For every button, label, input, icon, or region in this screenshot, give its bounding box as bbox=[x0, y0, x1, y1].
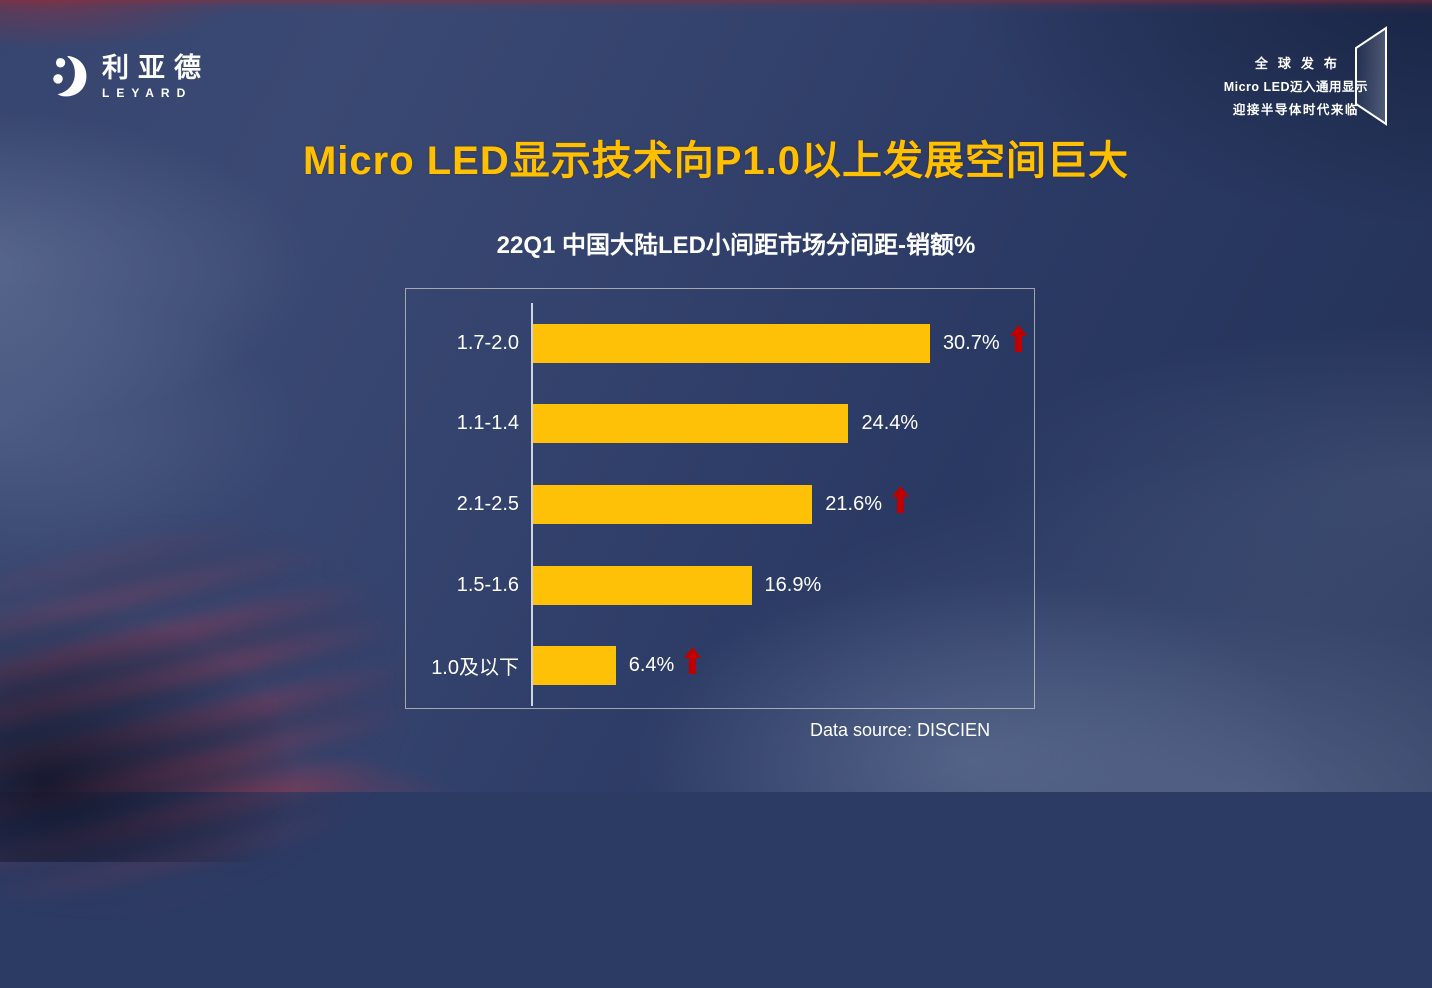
y-axis-line bbox=[531, 303, 533, 706]
leyard-swirl-icon bbox=[48, 54, 90, 105]
logo-name-en: LEYARD bbox=[102, 86, 193, 101]
value-label: 16.9% bbox=[764, 573, 822, 596]
page-title: Micro LED显示技术向P1.0以上发展空间巨大 bbox=[302, 139, 1130, 183]
up-arrow-icon bbox=[684, 647, 702, 675]
display-frame-icon bbox=[1350, 25, 1390, 138]
bar bbox=[533, 404, 849, 444]
corner-banner: 全球发布 Micro LED迈入通用显示 迎接半导体时代来临 bbox=[1224, 53, 1368, 118]
chart-panel: 1.7-2.0 30.7% 1.1-1.4 24.4% 2.1-2.5 21.6% 1.5-… bbox=[405, 288, 1035, 709]
category-label: 1.0及以下 bbox=[431, 657, 519, 680]
category-label: 2.1-2.5 bbox=[456, 492, 519, 515]
bar bbox=[533, 323, 930, 363]
bar-track: 6.4% bbox=[533, 625, 1034, 706]
bar-track: 24.4% bbox=[533, 384, 1034, 465]
bar-track: 30.7% bbox=[533, 303, 1034, 384]
bar-rows: 1.7-2.0 30.7% 1.1-1.4 24.4% 2.1-2.5 21.6% 1.5-… bbox=[406, 303, 1034, 706]
value-label: 30.7% bbox=[942, 331, 1000, 354]
bar-row: 1.7-2.0 30.7% bbox=[406, 303, 1034, 384]
value-label: 6.4% bbox=[628, 654, 675, 677]
bar-track: 16.9% bbox=[533, 545, 1034, 626]
category-label: 1.7-2.0 bbox=[456, 331, 519, 354]
data-source-label: Data source: DISCIEN bbox=[810, 720, 991, 740]
banner-line-1: 全球发布 bbox=[1254, 56, 1347, 71]
chart-title: 22Q1 中国大陆LED小间距市场分间距-销额% bbox=[496, 232, 976, 259]
bar bbox=[533, 484, 813, 524]
banner-line-2: Micro LED迈入通用显示 bbox=[1223, 80, 1368, 94]
corner-vignette bbox=[0, 602, 300, 862]
category-label: 1.5-1.6 bbox=[456, 573, 519, 596]
value-label: 21.6% bbox=[825, 492, 882, 515]
bar bbox=[533, 565, 752, 605]
bar bbox=[533, 646, 616, 686]
logo-name-cn: 利亚德 bbox=[102, 53, 210, 83]
value-label: 24.4% bbox=[861, 412, 919, 435]
category-label: 1.1-1.4 bbox=[456, 412, 519, 435]
banner-line-3: 迎接半导体时代来临 bbox=[1232, 103, 1359, 117]
bar-track: 21.6% bbox=[533, 464, 1034, 545]
logo-text: 利亚德 LEYARD bbox=[102, 53, 210, 101]
up-arrow-icon bbox=[1009, 324, 1027, 352]
bar-row: 2.1-2.5 21.6% bbox=[406, 464, 1034, 545]
bar-row: 1.1-1.4 24.4% bbox=[406, 384, 1034, 465]
leyard-logo: 利亚德 LEYARD bbox=[48, 54, 210, 105]
bar-row: 1.5-1.6 16.9% bbox=[406, 545, 1034, 626]
up-arrow-icon bbox=[892, 485, 909, 513]
bar-row: 1.0及以下 6.4% bbox=[406, 625, 1034, 706]
